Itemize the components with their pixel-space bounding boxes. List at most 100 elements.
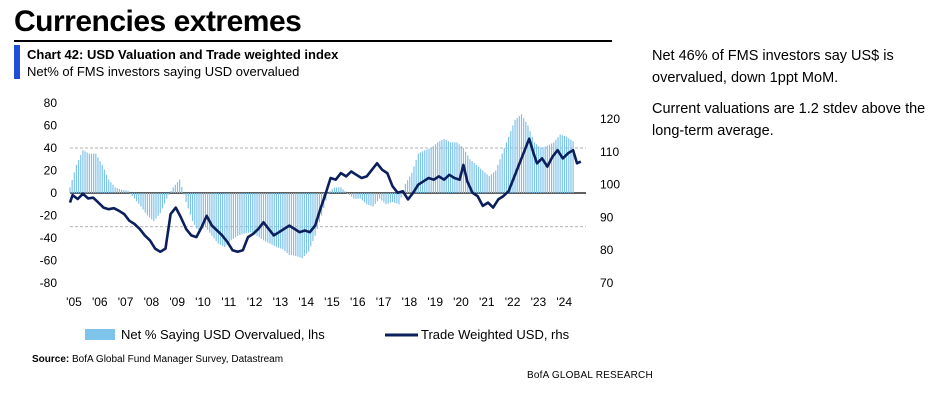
survey-bar [172, 187, 174, 193]
survey-bar [209, 193, 211, 233]
survey-bar [121, 189, 123, 193]
survey-bar [533, 142, 535, 193]
survey-bar [391, 193, 394, 202]
y-left-tick-label: -80 [40, 276, 58, 290]
survey-bar [78, 160, 80, 193]
survey-bar [396, 193, 398, 204]
survey-bar [155, 193, 157, 219]
survey-bar [181, 187, 183, 193]
y-left-tick-label: 80 [44, 96, 58, 110]
survey-bar [103, 169, 105, 193]
survey-bar [529, 131, 531, 193]
survey-bar [570, 139, 572, 193]
survey-bar [342, 189, 344, 193]
survey-bar [458, 144, 460, 193]
survey-bar [484, 172, 486, 193]
survey-bar [568, 138, 570, 193]
survey-bar [97, 157, 99, 193]
survey-bar [237, 193, 239, 236]
survey-bar [148, 193, 151, 218]
survey-bar [432, 146, 434, 193]
x-tick-label: '15 [324, 295, 340, 309]
x-tick-label: '22 [505, 295, 521, 309]
survey-bar [497, 164, 499, 193]
survey-bar [437, 142, 439, 193]
accent-bar [14, 45, 20, 79]
y-left-tick-label: -60 [40, 254, 58, 268]
survey-bar [546, 145, 548, 193]
survey-bar [140, 193, 142, 207]
survey-bar [196, 193, 198, 229]
survey-bar [372, 193, 374, 207]
survey-bar [247, 193, 250, 233]
survey-bar [88, 153, 90, 193]
survey-bar [357, 193, 359, 199]
survey-bar [250, 193, 252, 233]
survey-bar [411, 172, 413, 193]
x-tick-label: '08 [144, 295, 160, 309]
survey-bar [353, 193, 355, 199]
survey-bar [310, 193, 312, 247]
brand-footer: BofA GLOBAL RESEARCH [527, 370, 653, 381]
x-tick-label: '20 [453, 295, 469, 309]
survey-bar [297, 193, 299, 257]
survey-bar [277, 193, 280, 248]
survey-bar [566, 136, 568, 193]
survey-bar [198, 193, 200, 233]
survey-bar [389, 193, 391, 203]
survey-bar [368, 193, 370, 205]
survey-bar [409, 176, 411, 193]
survey-bar [439, 141, 441, 193]
survey-bar [215, 193, 217, 241]
survey-bar [542, 147, 544, 193]
page-title: Currencies extremes [14, 5, 302, 38]
survey-bar [234, 193, 237, 238]
survey-bar [187, 193, 189, 209]
survey-bar [185, 193, 187, 202]
survey-bar [262, 193, 265, 241]
survey-bar [129, 193, 131, 194]
survey-bar [219, 193, 222, 245]
survey-bar [207, 193, 209, 230]
survey-bar [86, 152, 88, 193]
x-tick-label: '10 [195, 295, 211, 309]
survey-bar [340, 187, 342, 193]
survey-bar [333, 187, 336, 193]
survey-bar [398, 193, 400, 205]
x-tick-label: '14 [298, 295, 314, 309]
survey-bar [308, 193, 310, 252]
survey-bar [338, 187, 340, 193]
survey-bar [288, 193, 290, 255]
survey-bar [512, 125, 514, 193]
survey-bar [75, 164, 78, 193]
survey-bar [316, 193, 318, 229]
y-right-tick-label: 80 [600, 243, 614, 257]
survey-bar [168, 193, 170, 195]
survey-bar [518, 116, 520, 193]
y-left-tick-label: -20 [40, 209, 58, 223]
survey-bar [224, 193, 226, 247]
survey-bar [572, 141, 574, 193]
survey-bar [469, 159, 471, 193]
survey-bar [222, 193, 224, 246]
survey-bar [71, 179, 73, 193]
survey-bar [170, 191, 172, 193]
survey-bar [69, 187, 71, 193]
survey-bar [557, 137, 559, 193]
title-rule [14, 40, 612, 42]
survey-bar [516, 118, 518, 193]
survey-bar [153, 193, 155, 222]
x-tick-label: '13 [273, 295, 289, 309]
y-left-tick-label: 60 [44, 119, 58, 133]
survey-bar [312, 193, 314, 241]
survey-bar [256, 193, 258, 236]
survey-bar [486, 174, 488, 193]
survey-bar [514, 119, 516, 193]
survey-bar [370, 193, 372, 206]
survey-bar [336, 187, 338, 193]
source-label: Source: [32, 354, 70, 365]
y-left-tick-label: 20 [44, 164, 58, 178]
survey-bar [383, 193, 385, 203]
survey-bar [426, 149, 428, 193]
survey-bar [123, 190, 125, 193]
